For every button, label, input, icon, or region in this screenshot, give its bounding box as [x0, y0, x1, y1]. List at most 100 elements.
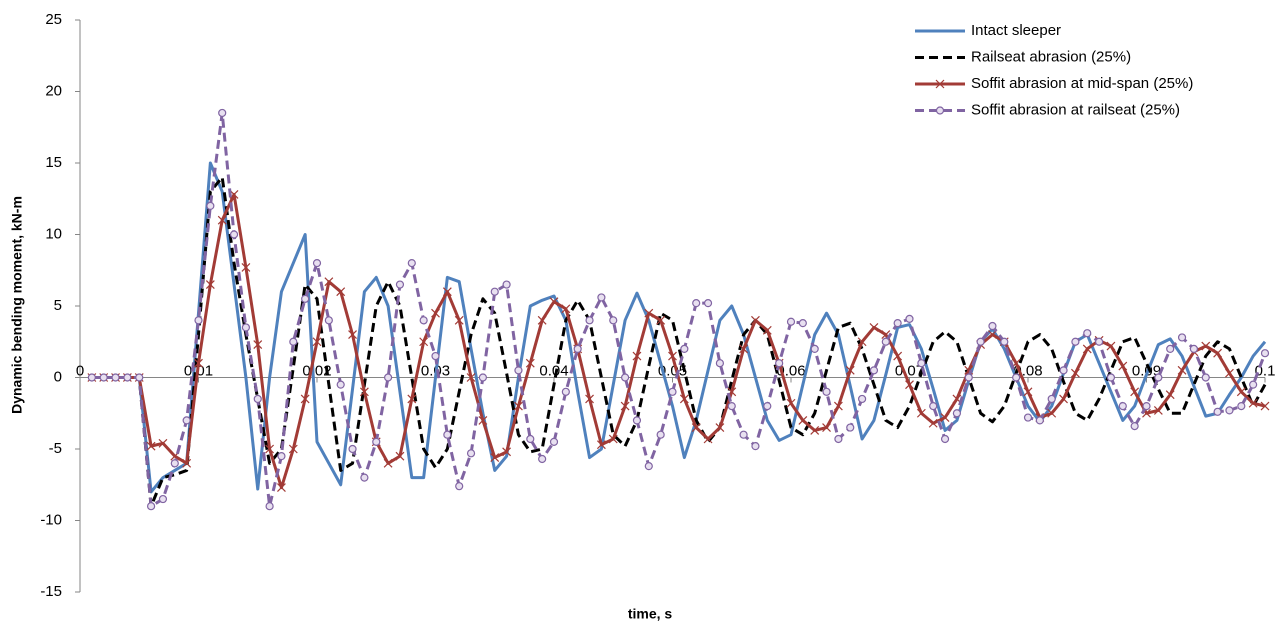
- marker: [1047, 408, 1057, 418]
- series-line: [91, 192, 1266, 490]
- y-tick-label: 15: [45, 154, 62, 171]
- marker: [253, 340, 263, 350]
- marker: [111, 373, 120, 382]
- marker: [881, 337, 890, 346]
- marker: [265, 502, 274, 511]
- marker: [846, 423, 855, 432]
- marker: [1249, 380, 1258, 389]
- marker: [869, 366, 879, 375]
- marker: [585, 394, 594, 404]
- marker: [1082, 344, 1092, 354]
- marker: [454, 315, 464, 325]
- marker: [1213, 348, 1223, 358]
- marker: [1130, 422, 1139, 431]
- marker: [620, 373, 630, 382]
- y-tick-label: -5: [49, 440, 62, 457]
- marker: [407, 259, 416, 268]
- marker: [182, 458, 192, 468]
- marker: [289, 337, 298, 346]
- marker: [1201, 373, 1210, 382]
- marker: [443, 430, 452, 439]
- marker: [372, 437, 381, 446]
- marker: [715, 359, 725, 368]
- marker: [123, 373, 132, 382]
- marker: [1059, 366, 1068, 375]
- marker: [644, 462, 653, 471]
- marker: [312, 337, 322, 347]
- marker: [857, 394, 867, 404]
- marker: [383, 458, 393, 468]
- marker: [905, 314, 914, 323]
- marker: [632, 416, 642, 425]
- marker: [288, 444, 298, 454]
- marker: [158, 438, 168, 448]
- marker: [763, 402, 772, 411]
- y-tick-label: -10: [40, 511, 62, 528]
- marker: [917, 359, 926, 368]
- marker: [786, 317, 796, 326]
- marker: [324, 316, 333, 325]
- marker: [455, 482, 464, 491]
- marker: [608, 434, 618, 444]
- marker: [241, 323, 250, 332]
- marker: [1153, 405, 1163, 415]
- marker: [1236, 387, 1246, 397]
- marker: [798, 319, 807, 328]
- marker: [1166, 344, 1175, 353]
- legend-label: Intact sleeper: [971, 22, 1061, 39]
- marker: [466, 449, 476, 458]
- marker: [407, 394, 417, 404]
- marker: [514, 401, 523, 411]
- marker: [680, 344, 689, 353]
- marker: [1237, 402, 1246, 411]
- marker: [1094, 337, 1104, 346]
- series-line: [91, 175, 1267, 508]
- marker: [656, 315, 666, 325]
- marker: [833, 401, 843, 411]
- marker: [336, 380, 345, 389]
- marker: [952, 409, 962, 418]
- marker: [822, 387, 831, 396]
- marker: [620, 401, 630, 411]
- marker: [336, 287, 346, 297]
- marker: [206, 201, 215, 210]
- marker: [324, 277, 334, 287]
- marker: [241, 262, 251, 272]
- marker: [1000, 337, 1009, 346]
- marker: [218, 108, 227, 118]
- marker: [87, 373, 96, 382]
- marker: [431, 308, 440, 318]
- marker: [644, 308, 654, 318]
- marker: [928, 418, 938, 428]
- marker: [170, 459, 179, 468]
- marker: [549, 437, 559, 446]
- series-line: [91, 111, 1267, 508]
- marker: [1023, 387, 1033, 397]
- marker: [301, 294, 310, 303]
- marker: [312, 259, 322, 268]
- marker: [277, 452, 286, 461]
- marker: [916, 408, 926, 418]
- marker: [1201, 341, 1211, 351]
- marker: [182, 416, 191, 425]
- marker: [431, 351, 440, 361]
- y-tick-label: -15: [40, 583, 62, 600]
- marker: [609, 316, 618, 325]
- marker: [1165, 390, 1175, 400]
- marker: [940, 413, 950, 422]
- marker: [1142, 402, 1151, 411]
- marker: [1059, 394, 1068, 404]
- marker: [478, 415, 488, 425]
- marker: [857, 337, 867, 347]
- marker: [573, 344, 582, 353]
- marker: [561, 387, 570, 396]
- marker: [597, 293, 606, 302]
- marker: [668, 387, 677, 396]
- y-tick-label: 10: [45, 225, 62, 242]
- marker: [691, 423, 701, 432]
- marker: [1070, 368, 1080, 378]
- marker: [751, 315, 760, 325]
- marker: [360, 473, 369, 482]
- marker: [1035, 416, 1044, 425]
- marker: [703, 434, 713, 444]
